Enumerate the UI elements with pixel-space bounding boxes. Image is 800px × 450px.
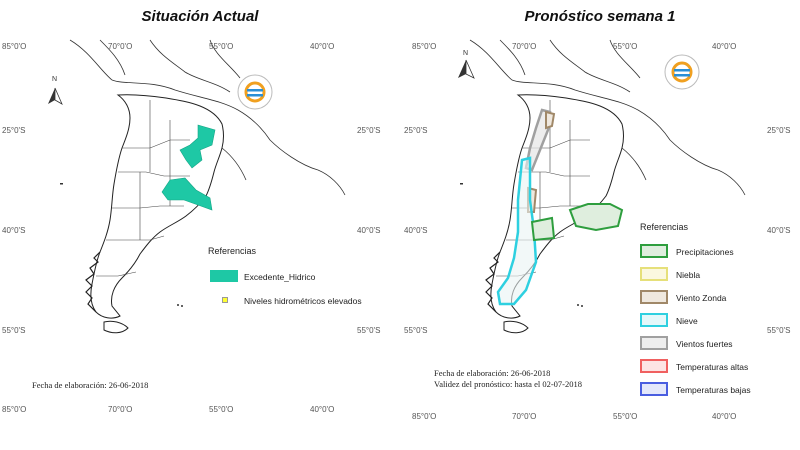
legend-title: Referencias <box>208 246 257 256</box>
legend-swatch-low-temps <box>640 382 668 396</box>
legend-swatch-precipitation <box>640 244 668 258</box>
argentina-map <box>48 39 346 334</box>
coord-right-2: 40°0'S <box>767 226 791 235</box>
coord-top-2: 70°0'O <box>512 42 537 51</box>
legend-title: Referencias <box>640 222 689 232</box>
coord-left-2: 40°0'S <box>2 226 26 235</box>
forecast-panel: Pronóstico semana 1 <box>400 0 800 450</box>
precipitation-zone-east <box>568 203 624 232</box>
legend-swatch-excess-water <box>210 270 238 282</box>
coord-right-1: 25°0'S <box>357 126 381 135</box>
coord-left-2: 40°0'S <box>404 226 428 235</box>
north-arrow-icon <box>48 87 63 105</box>
panel-title: Situación Actual <box>141 8 259 25</box>
coord-top-3: 55°0'O <box>209 42 234 51</box>
legend-swatch-fog <box>640 267 668 281</box>
legend-label-strong-winds: Vientos fuertes <box>676 339 733 349</box>
coord-top-1: 85°0'O <box>412 42 437 51</box>
legend-label-zonda-wind: Viento Zonda <box>676 293 727 303</box>
north-label: N <box>463 50 469 57</box>
coord-bottom-4: 40°0'O <box>712 412 737 421</box>
legend-label-low-temps: Temperaturas bajas <box>676 385 751 395</box>
coord-right-3: 55°0'S <box>767 326 791 335</box>
coord-left-1: 25°0'S <box>404 126 428 135</box>
coord-top-3: 55°0'O <box>613 42 638 51</box>
legend-label-precipitation: Precipitaciones <box>676 247 734 257</box>
zonda-wind-zone-north <box>545 110 556 130</box>
coord-bottom-4: 40°0'O <box>310 405 335 414</box>
coord-bottom-1: 85°0'O <box>2 405 27 414</box>
coord-bottom-3: 55°0'O <box>613 412 638 421</box>
coord-left-3: 55°0'S <box>404 326 428 335</box>
coord-left-1: 25°0'S <box>2 126 26 135</box>
creation-date: Fecha de elaboración: 26-06-2018 <box>434 368 551 378</box>
legend-swatch-zonda-wind <box>640 290 668 304</box>
coord-top-2: 70°0'O <box>108 42 133 51</box>
coord-right-1: 25°0'S <box>767 126 791 135</box>
legend-label-excess-water: Excedente_Hidrico <box>244 272 316 282</box>
north-label: N <box>52 76 58 83</box>
coord-bottom-3: 55°0'O <box>209 405 234 414</box>
coord-top-4: 40°0'O <box>310 42 335 51</box>
legend-swatch-high-temps <box>640 359 668 373</box>
legend-swatch-strong-winds <box>640 336 668 350</box>
legend-swatch-water-levels <box>222 297 228 303</box>
excess-water-zone-south <box>161 177 213 211</box>
coord-top-1: 85°0'O <box>2 42 27 51</box>
coord-bottom-2: 70°0'O <box>512 412 537 421</box>
legend-label-fog: Niebla <box>676 270 701 280</box>
coord-top-4: 40°0'O <box>712 42 737 51</box>
snow-zone <box>496 156 538 306</box>
coord-right-2: 40°0'S <box>357 226 381 235</box>
legend-label-high-temps: Temperaturas altas <box>676 362 749 372</box>
legend-label-water-levels: Niveles hidrométricos elevados <box>244 296 362 306</box>
argentina-map <box>458 39 746 334</box>
excess-water-zone-north <box>179 124 216 169</box>
legend-label-snow: Nieve <box>676 316 698 326</box>
agency-logo-icon <box>664 54 700 90</box>
forecast-validity: Validez del pronóstico: hasta el 02-07-2… <box>434 379 583 389</box>
coord-right-3: 55°0'S <box>357 326 381 335</box>
current-situation-panel: Situación Actual <box>2 8 381 414</box>
legend-swatch-snow <box>640 313 668 327</box>
creation-date: Fecha de elaboración: 26-06-2018 <box>32 380 149 390</box>
coord-bottom-1: 85°0'O <box>412 412 437 421</box>
agency-logo-icon <box>237 74 273 110</box>
north-arrow-icon <box>458 59 475 79</box>
panel-title: Pronóstico semana 1 <box>524 8 676 25</box>
coord-left-3: 55°0'S <box>2 326 26 335</box>
precipitation-zone-west <box>530 216 556 242</box>
coord-bottom-2: 70°0'O <box>108 405 133 414</box>
